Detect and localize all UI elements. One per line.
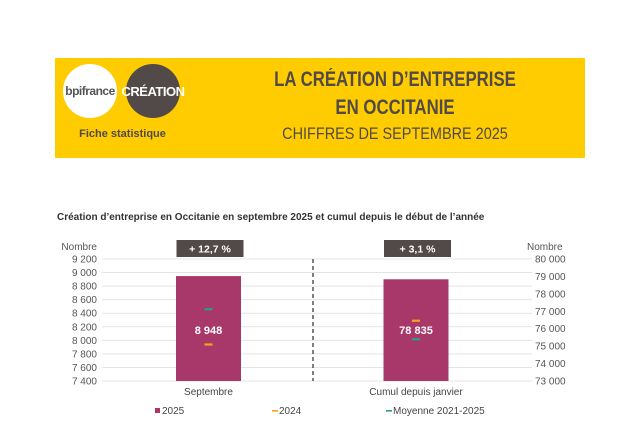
left-tick-label: 8 800 — [72, 282, 97, 293]
left-tick-label: 8 400 — [72, 309, 97, 320]
right-tick-label: 77 000 — [535, 307, 566, 318]
right-tick-label: 73 000 — [535, 377, 566, 388]
right-tick-label: 74 000 — [535, 359, 566, 370]
title-line-2: EN OCCITANIE — [335, 96, 455, 119]
right-tick-label: 76 000 — [535, 324, 566, 335]
legend-label: Moyenne 2021-2025 — [393, 406, 485, 417]
right-tick-label: 80 000 — [535, 255, 566, 266]
bar-value-label: 78 835 — [399, 325, 433, 337]
legend-label: 2024 — [279, 406, 302, 417]
marker-mean — [204, 308, 213, 311]
legend-swatch — [272, 410, 278, 412]
left-tick-label: 7 800 — [72, 349, 97, 360]
title-line-3: CHIFFRES DE SEPTEMBRE 2025 — [282, 124, 508, 143]
change-badge-text: + 12,7 % — [189, 244, 231, 256]
left-axis-label: Nombre — [61, 242, 97, 253]
bpifrance-logo-text: bpifrance — [65, 84, 115, 98]
marker-2024 — [412, 319, 420, 322]
left-tick-label: 9 000 — [72, 268, 97, 279]
legend-label: 2025 — [162, 406, 185, 417]
bpifrance-logo: bpifrance — [63, 64, 117, 118]
right-tick-label: 79 000 — [535, 272, 566, 283]
category-label: Septembre — [184, 387, 233, 398]
right-tick-label: 78 000 — [535, 289, 566, 300]
change-badge-text: + 3,1 % — [400, 244, 437, 256]
left-tick-label: 8 000 — [72, 336, 97, 347]
title-line-1: LA CRÉATION D’ENTREPRISE — [274, 68, 516, 91]
left-tick-label: 7 600 — [72, 363, 97, 374]
left-tick-label: 8 600 — [72, 295, 97, 306]
marker-2024 — [204, 343, 213, 346]
right-tick-label: 75 000 — [535, 342, 566, 353]
left-tick-label: 8 200 — [72, 322, 97, 333]
creation-logo: CRÉATION — [122, 64, 185, 118]
left-tick-label: 9 200 — [72, 255, 97, 266]
marker-mean — [412, 338, 420, 341]
legend-swatch — [386, 410, 392, 412]
chart-title: Création d’entreprise en Occitanie en se… — [57, 212, 485, 223]
right-axis-label: Nombre — [527, 242, 563, 253]
change-badge — [176, 240, 244, 257]
left-tick-label: 7 400 — [72, 377, 97, 388]
bar-2025 — [176, 276, 241, 381]
bar-2025 — [383, 279, 449, 381]
creation-logo-text: CRÉATION — [121, 83, 185, 99]
category-label: Cumul depuis janvier — [369, 387, 463, 398]
change-badge — [384, 240, 451, 257]
header-banner: bpifrance CRÉATION Fiche statistique LA … — [55, 58, 585, 158]
bar-value-label: 8 948 — [195, 325, 223, 337]
legend-swatch-2025 — [155, 408, 160, 413]
fiche-label: Fiche statistique — [79, 128, 166, 140]
